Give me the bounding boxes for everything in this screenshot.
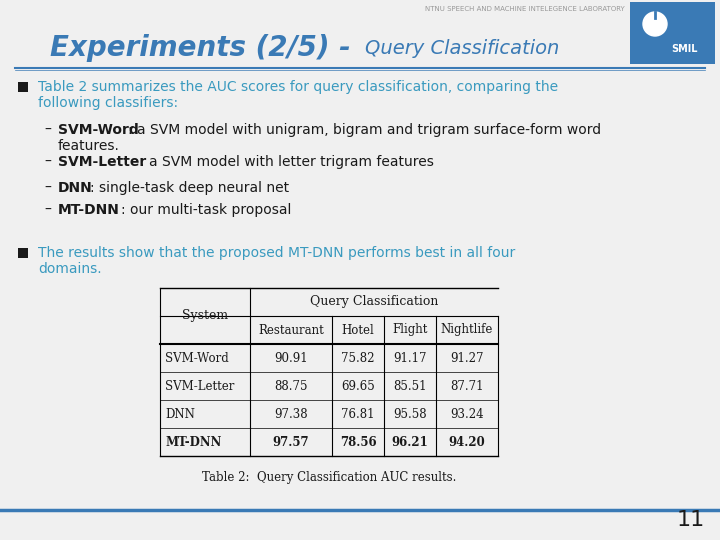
Text: SVM-Word: SVM-Word xyxy=(165,352,229,365)
Text: DNN: DNN xyxy=(165,408,195,421)
Text: Query Classification: Query Classification xyxy=(365,38,559,57)
Text: 91.17: 91.17 xyxy=(393,352,427,365)
Text: 87.71: 87.71 xyxy=(450,380,484,393)
Text: Table 2 summarizes the AUC scores for query classification, comparing the: Table 2 summarizes the AUC scores for qu… xyxy=(38,80,558,94)
Text: features.: features. xyxy=(58,139,120,153)
Text: System: System xyxy=(182,309,228,322)
Text: 95.58: 95.58 xyxy=(393,408,427,421)
Text: DNN: DNN xyxy=(58,181,93,195)
Text: 78.56: 78.56 xyxy=(340,435,377,449)
Text: Hotel: Hotel xyxy=(341,323,374,336)
Text: NTNU SPEECH AND MACHINE INTELEGENCE LABORATORY: NTNU SPEECH AND MACHINE INTELEGENCE LABO… xyxy=(426,6,625,12)
Text: 75.82: 75.82 xyxy=(341,352,374,365)
Text: 93.24: 93.24 xyxy=(450,408,484,421)
Text: 94.20: 94.20 xyxy=(449,435,485,449)
Text: SVM-Letter: SVM-Letter xyxy=(58,155,146,169)
Bar xyxy=(18,248,28,258)
Text: SVM-Letter: SVM-Letter xyxy=(165,380,235,393)
Circle shape xyxy=(643,12,667,36)
Text: –: – xyxy=(45,203,51,217)
Text: 91.27: 91.27 xyxy=(450,352,484,365)
Text: The results show that the proposed MT-DNN performs best in all four: The results show that the proposed MT-DN… xyxy=(38,246,516,260)
Text: 97.38: 97.38 xyxy=(274,408,308,421)
Text: Restaurant: Restaurant xyxy=(258,323,324,336)
Text: Flight: Flight xyxy=(392,323,428,336)
Text: Query Classification: Query Classification xyxy=(310,295,438,308)
Bar xyxy=(630,2,715,64)
Text: 97.57: 97.57 xyxy=(273,435,310,449)
Text: 85.51: 85.51 xyxy=(393,380,427,393)
Bar xyxy=(18,82,28,92)
Text: Table 2:  Query Classification AUC results.: Table 2: Query Classification AUC result… xyxy=(202,471,456,484)
Text: –: – xyxy=(45,155,51,169)
Text: : our multi-task proposal: : our multi-task proposal xyxy=(121,203,292,217)
Text: MT-DNN: MT-DNN xyxy=(58,203,120,217)
Text: 76.81: 76.81 xyxy=(341,408,374,421)
Text: –: – xyxy=(45,123,51,137)
Text: 69.65: 69.65 xyxy=(341,380,375,393)
Text: 96.21: 96.21 xyxy=(392,435,428,449)
Text: : single-task deep neural net: : single-task deep neural net xyxy=(90,181,289,195)
Text: : a SVM model with letter trigram features: : a SVM model with letter trigram featur… xyxy=(140,155,434,169)
Text: MT-DNN: MT-DNN xyxy=(165,435,221,449)
Text: 11: 11 xyxy=(677,510,705,530)
Text: SMIL: SMIL xyxy=(672,44,698,54)
Text: 88.75: 88.75 xyxy=(274,380,307,393)
Text: following classifiers:: following classifiers: xyxy=(38,96,178,110)
Text: Experiments (2/5) -: Experiments (2/5) - xyxy=(50,34,360,62)
Text: –: – xyxy=(45,181,51,195)
Text: Nightlife: Nightlife xyxy=(441,323,493,336)
Text: : a SVM model with unigram, bigram and trigram surface-form word: : a SVM model with unigram, bigram and t… xyxy=(128,123,601,137)
Text: domains.: domains. xyxy=(38,262,102,276)
Text: 90.91: 90.91 xyxy=(274,352,308,365)
Text: SVM-Word: SVM-Word xyxy=(58,123,139,137)
